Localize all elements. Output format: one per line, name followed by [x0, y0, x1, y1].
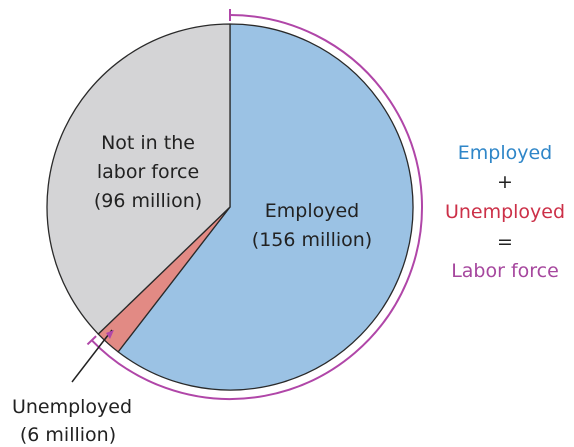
not-in-labor-force-value-label: (96 million)	[94, 190, 202, 212]
bracket-end-tick	[86, 335, 97, 346]
pie-slices	[46, 23, 414, 391]
unemployed-label: Unemployed	[12, 396, 132, 418]
unemployed-pointer-line	[71, 329, 113, 383]
not-in-labor-force-label-line-2: labor force	[97, 161, 199, 183]
pie-slice-employed	[117, 23, 414, 391]
pie-slice-not-in-the-labor-force	[46, 23, 231, 335]
equation-employed: Employed	[458, 142, 552, 164]
equation-equals: =	[497, 231, 513, 253]
not-in-labor-force-label-line-1: Not in the	[101, 132, 195, 154]
labor-force-bracket	[91, 14, 423, 400]
unemployed-pointer-arrowhead	[106, 330, 114, 339]
unemployed-value-label: (6 million)	[20, 424, 116, 446]
equation-plus: +	[497, 171, 513, 193]
employed-label: Employed	[265, 200, 359, 222]
equation-unemployed: Unemployed	[445, 201, 565, 223]
employed-value-label: (156 million)	[252, 229, 372, 251]
equation-labor-force: Labor force	[451, 260, 559, 282]
